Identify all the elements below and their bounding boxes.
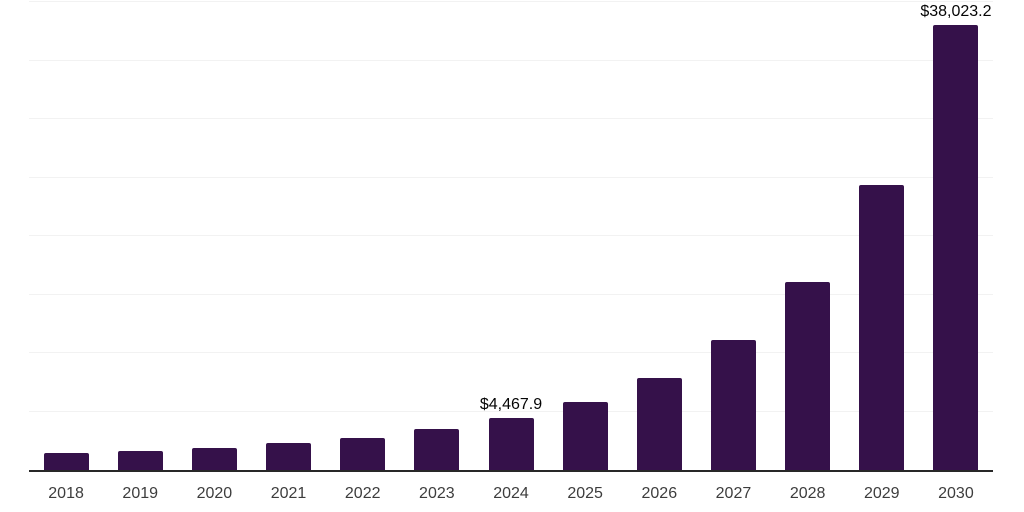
gridline-25000 <box>29 176 993 178</box>
bar-2026 <box>636 377 682 470</box>
x-tick-2026: 2026 <box>641 485 678 502</box>
bar-2021 <box>266 443 312 470</box>
x-tick-2023: 2023 <box>419 485 455 502</box>
bar-value-label-2030: $38,023.2 <box>920 3 992 21</box>
x-tick-2028: 2028 <box>789 485 826 502</box>
x-axis-line <box>29 470 993 472</box>
gridline-10000 <box>29 352 993 353</box>
x-tick-2029: 2029 <box>863 485 900 502</box>
bar-value-label-2024: $4,467.9 <box>479 395 543 413</box>
bar-2023 <box>414 429 460 470</box>
bar-2024 <box>488 417 534 470</box>
bar-2018 <box>43 452 89 470</box>
gridline-40000 <box>29 1 993 2</box>
bar-2020 <box>191 447 237 470</box>
x-tick-2027: 2027 <box>715 485 752 502</box>
x-tick-2018: 2018 <box>48 485 84 502</box>
bar-2022 <box>340 437 386 470</box>
x-tick-2020: 2020 <box>196 485 233 502</box>
x-tick-2021: 2021 <box>270 485 307 502</box>
x-tick-2022: 2022 <box>344 485 381 502</box>
bar-2019 <box>117 451 163 470</box>
bar-2029 <box>859 185 905 470</box>
bar-2030 <box>933 25 979 470</box>
x-tick-2024: 2024 <box>493 485 529 502</box>
gridline-20000 <box>29 235 993 236</box>
gridline-30000 <box>29 118 993 119</box>
x-tick-2025: 2025 <box>567 485 603 502</box>
gridline-35000 <box>29 59 993 61</box>
bar-2028 <box>785 282 831 470</box>
bar-2025 <box>562 402 608 470</box>
x-tick-2019: 2019 <box>122 485 159 502</box>
x-tick-2030: 2030 <box>938 485 974 502</box>
bar-2027 <box>710 339 756 470</box>
gridline-15000 <box>29 293 993 295</box>
